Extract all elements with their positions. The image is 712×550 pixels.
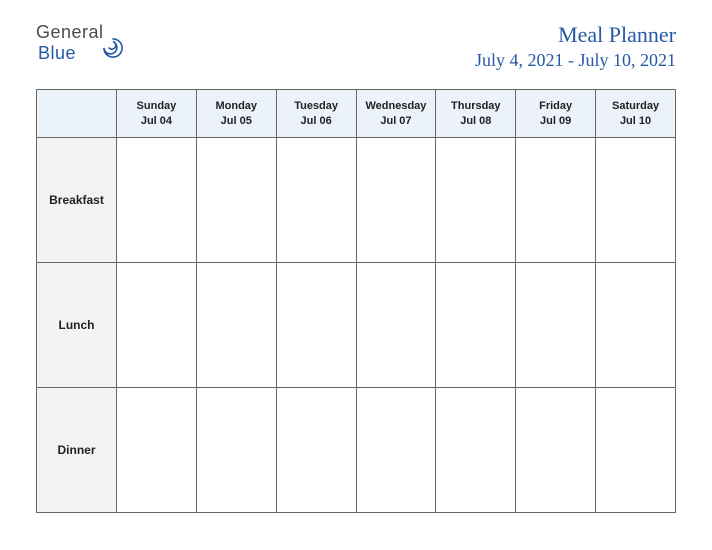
- page-title: Meal Planner: [475, 22, 676, 48]
- header: General Blue Meal Planner July 4, 2021 -…: [0, 0, 712, 81]
- day-head-thursday: Thursday Jul 08: [436, 90, 516, 138]
- day-head-sunday: Sunday Jul 04: [117, 90, 197, 138]
- meal-cell[interactable]: [117, 263, 197, 388]
- meal-cell[interactable]: [276, 263, 356, 388]
- meal-cell[interactable]: [276, 388, 356, 513]
- day-date: Jul 10: [598, 114, 673, 128]
- meal-cell[interactable]: [117, 138, 197, 263]
- row-dinner: Dinner: [37, 388, 676, 513]
- day-name: Thursday: [438, 99, 513, 113]
- corner-cell: [37, 90, 117, 138]
- date-range: July 4, 2021 - July 10, 2021: [475, 50, 676, 71]
- meal-cell[interactable]: [356, 138, 436, 263]
- day-date: Jul 05: [199, 114, 274, 128]
- day-head-tuesday: Tuesday Jul 06: [276, 90, 356, 138]
- meal-cell[interactable]: [596, 388, 676, 513]
- title-block: Meal Planner July 4, 2021 - July 10, 202…: [475, 22, 676, 71]
- day-head-saturday: Saturday Jul 10: [596, 90, 676, 138]
- meal-label-lunch: Lunch: [37, 263, 117, 388]
- meal-cell[interactable]: [596, 138, 676, 263]
- meal-cell[interactable]: [516, 138, 596, 263]
- day-date: Jul 08: [438, 114, 513, 128]
- logo-swirl-icon: [100, 35, 126, 61]
- row-breakfast: Breakfast: [37, 138, 676, 263]
- day-name: Saturday: [598, 99, 673, 113]
- meal-cell[interactable]: [436, 138, 516, 263]
- meal-cell[interactable]: [516, 263, 596, 388]
- meal-cell[interactable]: [196, 138, 276, 263]
- day-name: Sunday: [119, 99, 194, 113]
- day-head-wednesday: Wednesday Jul 07: [356, 90, 436, 138]
- meal-cell[interactable]: [196, 263, 276, 388]
- header-row: Sunday Jul 04 Monday Jul 05 Tuesday Jul …: [37, 90, 676, 138]
- meal-cell[interactable]: [596, 263, 676, 388]
- day-name: Friday: [518, 99, 593, 113]
- meal-label-dinner: Dinner: [37, 388, 117, 513]
- meal-cell[interactable]: [276, 138, 356, 263]
- day-date: Jul 06: [279, 114, 354, 128]
- planner-table-wrap: Sunday Jul 04 Monday Jul 05 Tuesday Jul …: [0, 81, 712, 543]
- meal-cell[interactable]: [356, 263, 436, 388]
- meal-cell[interactable]: [436, 263, 516, 388]
- day-name: Monday: [199, 99, 274, 113]
- day-head-monday: Monday Jul 05: [196, 90, 276, 138]
- row-lunch: Lunch: [37, 263, 676, 388]
- day-name: Tuesday: [279, 99, 354, 113]
- meal-cell[interactable]: [356, 388, 436, 513]
- day-date: Jul 04: [119, 114, 194, 128]
- planner-table: Sunday Jul 04 Monday Jul 05 Tuesday Jul …: [36, 89, 676, 513]
- logo-blue-text: Blue: [38, 43, 76, 63]
- meal-cell[interactable]: [196, 388, 276, 513]
- logo-general-text: General: [36, 22, 104, 42]
- meal-cell[interactable]: [117, 388, 197, 513]
- day-date: Jul 07: [359, 114, 434, 128]
- meal-label-breakfast: Breakfast: [37, 138, 117, 263]
- day-name: Wednesday: [359, 99, 434, 113]
- day-head-friday: Friday Jul 09: [516, 90, 596, 138]
- logo-text: General Blue: [36, 22, 104, 64]
- meal-cell[interactable]: [516, 388, 596, 513]
- day-date: Jul 09: [518, 114, 593, 128]
- meal-cell[interactable]: [436, 388, 516, 513]
- logo: General Blue: [36, 22, 126, 64]
